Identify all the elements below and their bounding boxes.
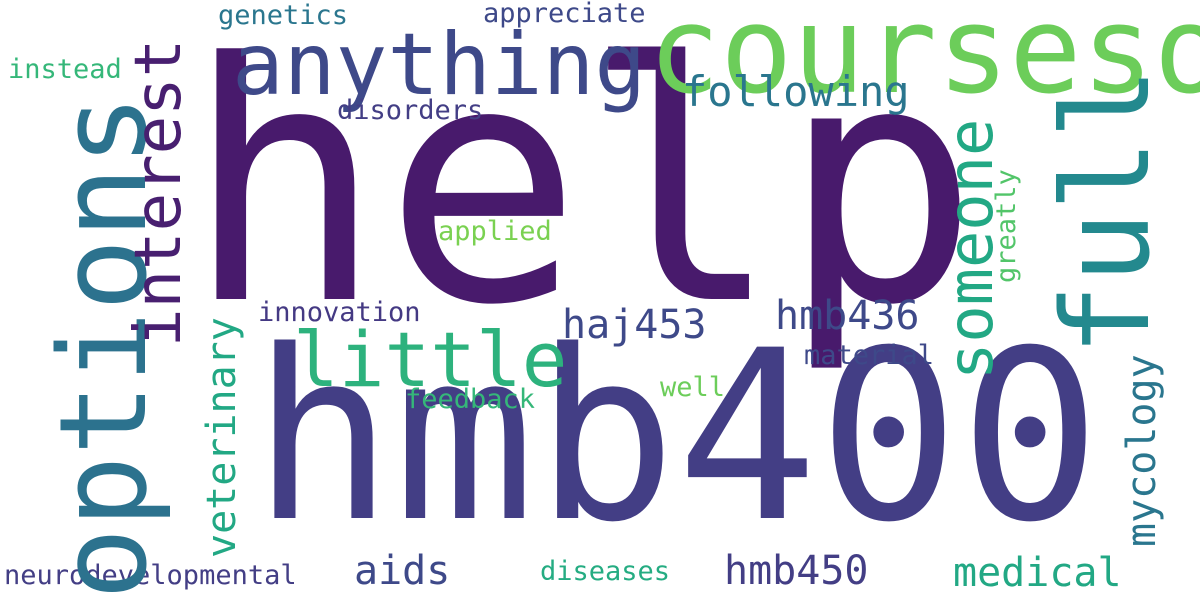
word-hmb450: hmb450	[724, 548, 869, 594]
word-veterinary: veterinary	[199, 317, 245, 558]
word-appreciate: appreciate	[483, 0, 646, 29]
word-hmb436: hmb436	[775, 293, 920, 339]
word-courseso: courseso	[648, 0, 1200, 121]
word-genetics: genetics	[218, 0, 349, 31]
word-material: material	[804, 340, 935, 371]
word-instead: instead	[8, 54, 122, 85]
word-greatly: greatly	[991, 169, 1022, 283]
word-full: full	[1038, 67, 1177, 356]
word-disorders: disorders	[337, 95, 484, 126]
word-following: following	[682, 67, 910, 116]
word-hmb400: hmb400	[252, 301, 1101, 574]
word-medical: medical	[953, 550, 1122, 596]
word-applied: applied	[438, 216, 552, 247]
word-anything: anything	[232, 15, 647, 115]
word-aids: aids	[354, 548, 451, 594]
word-innovation: innovation	[258, 297, 421, 328]
word-neurodevelopmental: neurodevelopmental	[4, 560, 297, 591]
word-mycology: mycology	[1119, 354, 1165, 547]
word-help: help	[185, 0, 980, 377]
word-feedback: feedback	[405, 384, 536, 415]
word-haj453: haj453	[562, 302, 707, 348]
word-little: little	[293, 315, 568, 404]
word-well: well	[660, 372, 726, 403]
word-interest: interest	[122, 38, 196, 347]
word-diseases: diseases	[540, 556, 671, 587]
